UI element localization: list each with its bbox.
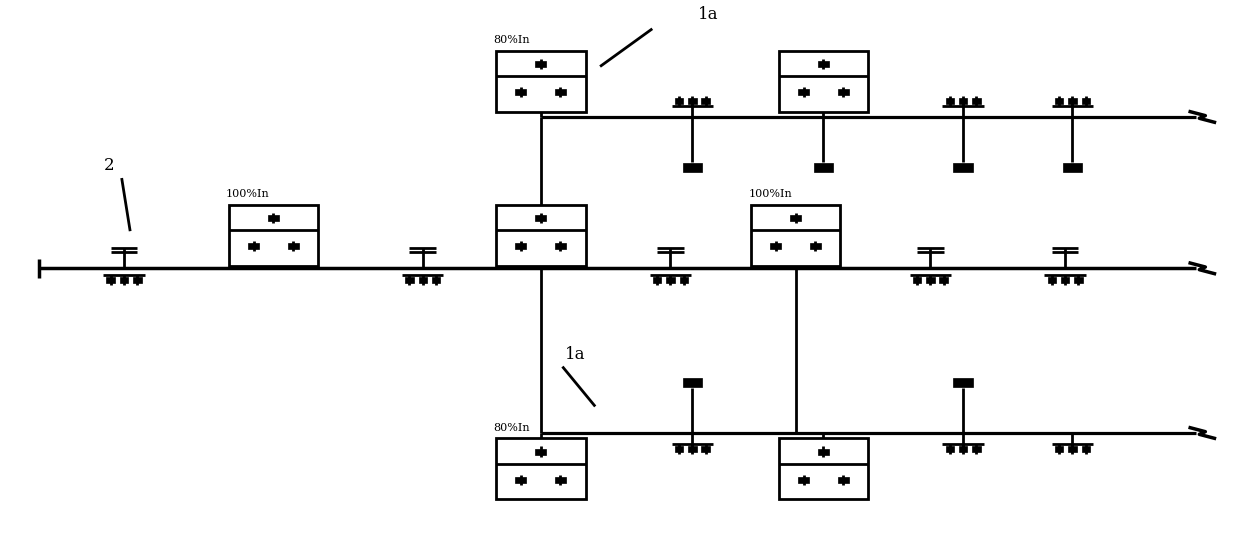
Bar	[432, 277, 440, 283]
Bar	[913, 277, 922, 283]
Text: 100%In: 100%In	[225, 189, 270, 199]
Bar	[535, 449, 546, 455]
Bar	[675, 446, 683, 452]
Bar	[1063, 163, 1082, 172]
Bar	[680, 277, 688, 283]
Bar	[228, 204, 318, 266]
Bar	[1061, 277, 1069, 283]
Text: 1a: 1a	[699, 6, 719, 23]
Bar	[778, 438, 869, 499]
Bar	[798, 89, 809, 95]
Bar	[287, 243, 299, 249]
Bar	[555, 476, 566, 483]
Bar	[751, 204, 840, 266]
Bar	[667, 277, 675, 283]
Bar	[683, 378, 703, 387]
Bar	[496, 50, 586, 112]
Bar	[688, 98, 696, 104]
Bar	[268, 215, 279, 221]
Bar	[120, 277, 129, 283]
Bar	[1068, 446, 1077, 452]
Bar	[959, 446, 968, 452]
Bar	[555, 89, 566, 95]
Text: 80%In: 80%In	[493, 35, 530, 45]
Bar	[1082, 98, 1090, 104]
Bar	[1054, 446, 1063, 452]
Bar	[688, 446, 696, 452]
Bar	[1054, 98, 1063, 104]
Text: 80%In: 80%In	[493, 423, 530, 433]
Bar	[134, 277, 141, 283]
Bar	[535, 61, 546, 67]
Bar	[1047, 277, 1056, 283]
Bar	[653, 277, 662, 283]
Bar	[496, 438, 586, 499]
Bar	[675, 98, 683, 104]
Bar	[818, 449, 829, 455]
Bar	[810, 243, 820, 249]
Text: 100%In: 100%In	[748, 189, 792, 199]
Bar	[798, 476, 809, 483]
Bar	[973, 98, 981, 104]
Bar	[515, 243, 527, 249]
Bar	[818, 61, 829, 67]
Bar	[939, 277, 948, 283]
Bar	[953, 378, 973, 387]
Bar	[515, 476, 527, 483]
Bar	[701, 98, 710, 104]
Bar	[945, 446, 954, 452]
Bar	[926, 277, 934, 283]
Bar	[1068, 98, 1077, 104]
Bar	[496, 204, 586, 266]
Bar	[405, 277, 414, 283]
Bar	[959, 98, 968, 104]
Bar	[1082, 446, 1090, 452]
Bar	[535, 215, 546, 221]
Bar	[1074, 277, 1083, 283]
Text: 1a: 1a	[565, 346, 585, 363]
Bar	[107, 277, 115, 283]
Bar	[945, 98, 954, 104]
Bar	[790, 215, 802, 221]
Bar	[771, 243, 782, 249]
Bar	[701, 446, 710, 452]
Bar	[683, 163, 703, 172]
Bar	[953, 163, 973, 172]
Text: 2: 2	[103, 157, 114, 174]
Bar	[515, 89, 527, 95]
Bar	[838, 89, 849, 95]
Bar	[419, 277, 427, 283]
Bar	[814, 163, 833, 172]
Bar	[838, 476, 849, 483]
Bar	[555, 243, 566, 249]
Bar	[973, 446, 981, 452]
Bar	[778, 50, 869, 112]
Bar	[248, 243, 259, 249]
